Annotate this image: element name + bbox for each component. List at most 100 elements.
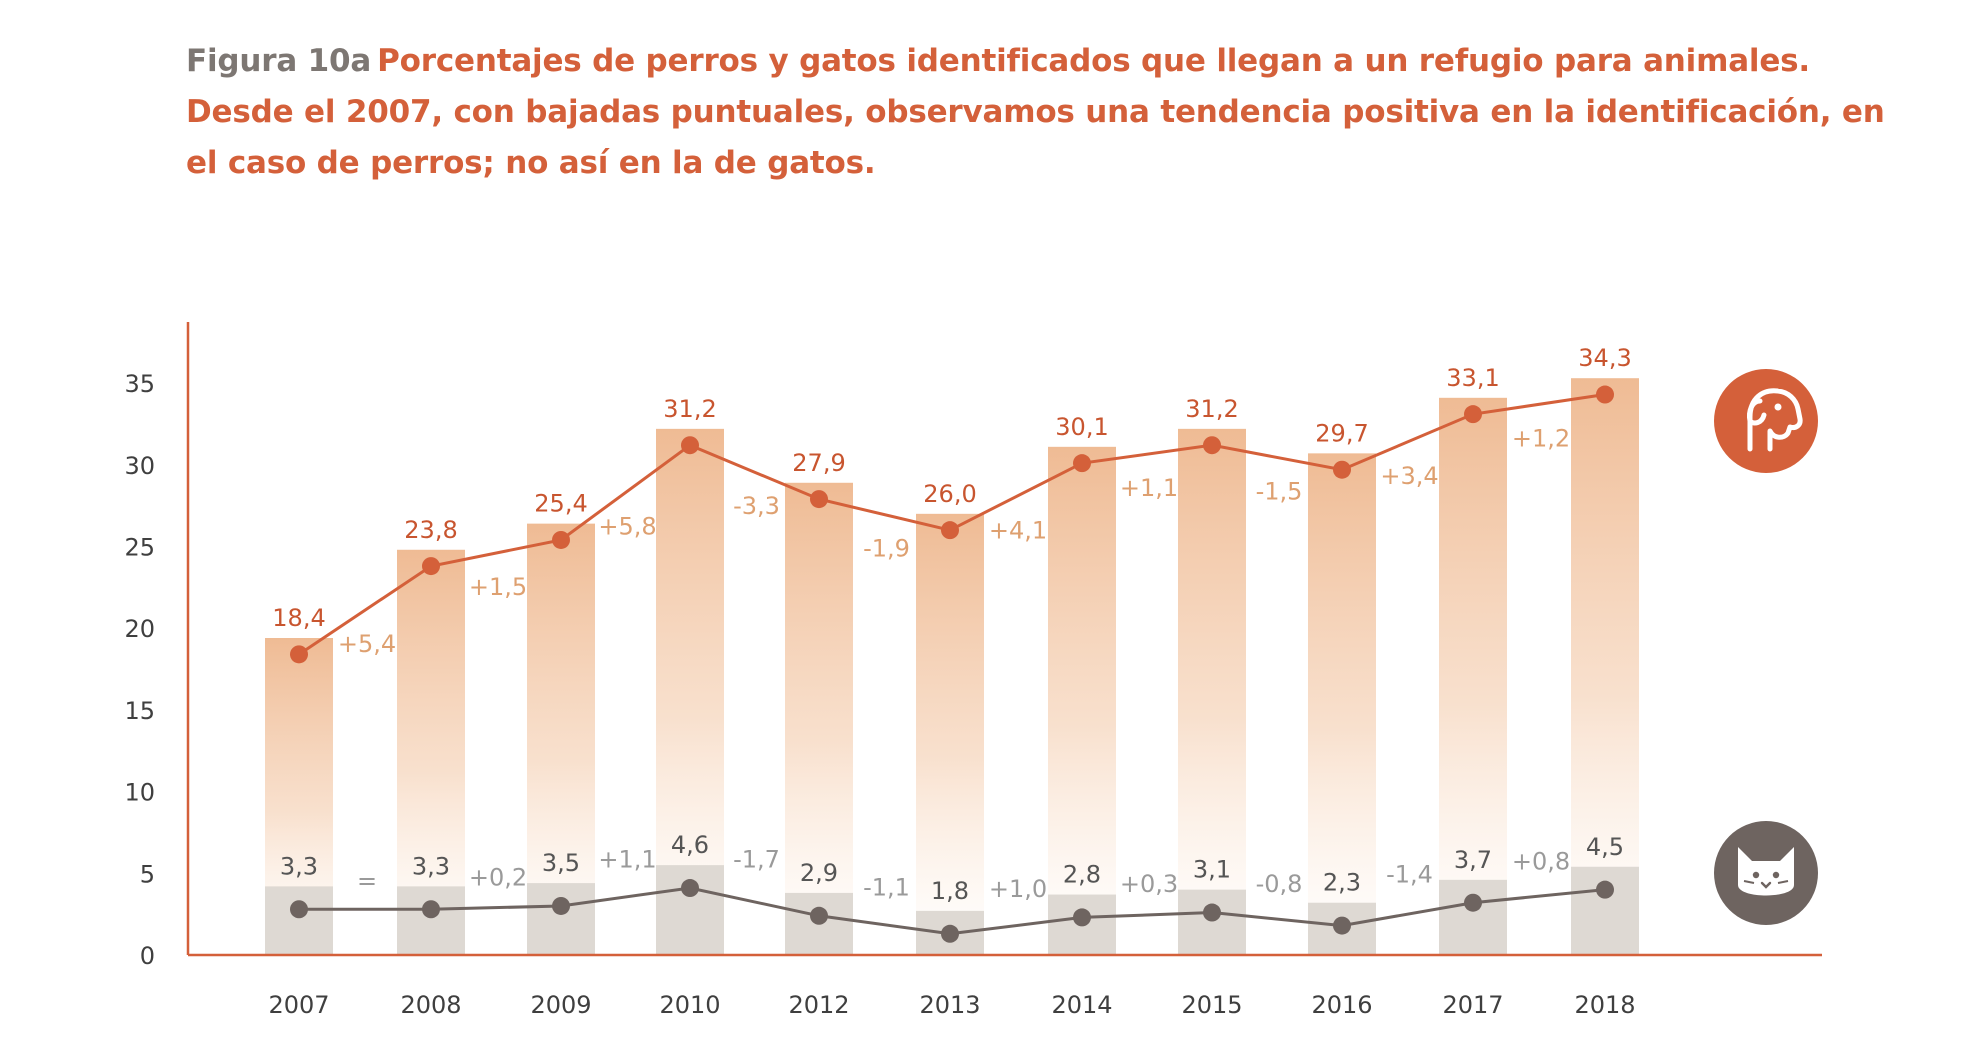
y-tick-label: 15 <box>124 697 155 725</box>
y-tick-label: 10 <box>124 779 155 807</box>
figure-title-text: Porcentajes de perros y gatos identifica… <box>186 43 1885 181</box>
dog-point <box>1203 436 1221 455</box>
cat-value-label: 3,1 <box>1193 856 1231 884</box>
x-tick-label: 2016 <box>1311 991 1372 1019</box>
cat-change-label: -0,8 <box>1256 870 1303 898</box>
cat-point <box>1464 893 1482 912</box>
dog-point <box>681 436 699 455</box>
cat-point <box>422 900 440 919</box>
dog-point <box>1464 405 1482 424</box>
dog-value-label: 27,9 <box>792 449 845 477</box>
cat-point <box>681 879 699 898</box>
dog-value-label: 34,3 <box>1578 344 1631 372</box>
dog-point <box>1333 460 1351 479</box>
figure-label: Figura 10a <box>186 43 372 79</box>
cat-value-label: 3,7 <box>1454 846 1492 874</box>
cat-value-label: 2,8 <box>1063 861 1101 889</box>
dog-point <box>422 557 440 576</box>
x-tick-label: 2018 <box>1574 991 1635 1019</box>
cat-bar <box>527 883 595 955</box>
dog-change-label: +4,1 <box>989 517 1047 545</box>
cat-point <box>552 896 570 915</box>
x-tick-label: 2013 <box>919 991 980 1019</box>
dog-change-label: +5,8 <box>598 513 656 541</box>
y-tick-label: 5 <box>140 860 155 888</box>
cat-value-label: 3,5 <box>542 849 580 877</box>
cat-change-label: +0,2 <box>469 864 527 892</box>
cat-bar <box>397 886 465 955</box>
x-tick-label: 2012 <box>788 991 849 1019</box>
cat-change-label: +0,3 <box>1120 870 1178 898</box>
dog-change-label: -1,5 <box>1256 477 1303 505</box>
dog-bar <box>785 482 853 955</box>
dog-value-label: 23,8 <box>404 516 457 544</box>
dog-change-label: +1,2 <box>1512 424 1570 452</box>
figure-title: Figura 10a Porcentajes de perros y gatos … <box>186 36 1906 189</box>
dog-point <box>1073 454 1091 473</box>
cat-point <box>1073 908 1091 927</box>
x-tick-label: 2010 <box>659 991 720 1019</box>
cat-point <box>1333 916 1351 935</box>
y-tick-label: 0 <box>140 942 155 970</box>
x-tick-label: 2008 <box>400 991 461 1019</box>
y-tick-label: 35 <box>124 370 155 398</box>
dog-value-label: 29,7 <box>1315 419 1368 447</box>
cat-value-label: 4,6 <box>671 831 709 859</box>
cat-bar <box>1439 879 1507 955</box>
dog-bar <box>1308 453 1376 955</box>
cat-value-label: 3,3 <box>280 852 318 880</box>
cat-value-label: 1,8 <box>931 877 969 905</box>
dog-point <box>1596 385 1614 404</box>
cat-change-label: = <box>357 867 377 895</box>
dog-value-label: 30,1 <box>1055 413 1108 441</box>
y-tick-label: 25 <box>124 534 155 562</box>
cat-change-label: +0,8 <box>1512 847 1570 875</box>
cat-point <box>1203 903 1221 922</box>
cat-value-label: 2,3 <box>1323 869 1361 897</box>
cat-point <box>810 906 828 925</box>
cat-change-label: -1,4 <box>1386 860 1433 888</box>
cat-point <box>1596 880 1614 899</box>
cat-value-label: 4,5 <box>1586 833 1624 861</box>
x-tick-label: 2014 <box>1051 991 1112 1019</box>
cat-point <box>941 924 959 943</box>
cat-icon <box>1714 821 1818 925</box>
dog-point <box>810 490 828 509</box>
x-tick-label: 2015 <box>1181 991 1242 1019</box>
cat-bar <box>656 865 724 955</box>
x-tick-label: 2009 <box>530 991 591 1019</box>
dog-bar <box>1178 428 1246 955</box>
cat-change-label: -1,1 <box>863 873 910 901</box>
x-tick-label: 2007 <box>268 991 329 1019</box>
dog-value-label: 18,4 <box>272 604 325 632</box>
dog-change-label: +1,1 <box>1120 474 1178 502</box>
dog-value-label: 26,0 <box>923 480 976 508</box>
dog-bar <box>1048 446 1116 955</box>
cat-bar <box>265 886 333 955</box>
x-tick-label: 2017 <box>1442 991 1503 1019</box>
cat-point <box>290 900 308 919</box>
dog-change-label: +5,4 <box>338 630 396 658</box>
dog-point <box>941 521 959 540</box>
y-tick-label: 20 <box>124 615 155 643</box>
dog-value-label: 31,2 <box>1185 395 1238 423</box>
dog-point <box>290 645 308 664</box>
cat-change-label: -1,7 <box>733 846 780 874</box>
dog-change-label: -1,9 <box>863 535 910 563</box>
dog-icon <box>1714 369 1818 473</box>
cat-value-label: 2,9 <box>800 859 838 887</box>
dog-bar <box>916 513 984 955</box>
cat-change-label: +1,1 <box>598 846 656 874</box>
y-tick-label: 30 <box>124 452 155 480</box>
cat-value-label: 3,3 <box>412 852 450 880</box>
dog-value-label: 33,1 <box>1446 364 1499 392</box>
cat-bar <box>1178 889 1246 955</box>
dog-bar <box>1439 397 1507 955</box>
dog-value-label: 31,2 <box>663 395 716 423</box>
dog-bar <box>1571 378 1639 955</box>
dog-change-label: +3,4 <box>1380 462 1438 490</box>
dog-point <box>552 530 570 549</box>
dog-change-label: -3,3 <box>733 492 780 520</box>
cat-change-label: +1,0 <box>989 875 1047 903</box>
